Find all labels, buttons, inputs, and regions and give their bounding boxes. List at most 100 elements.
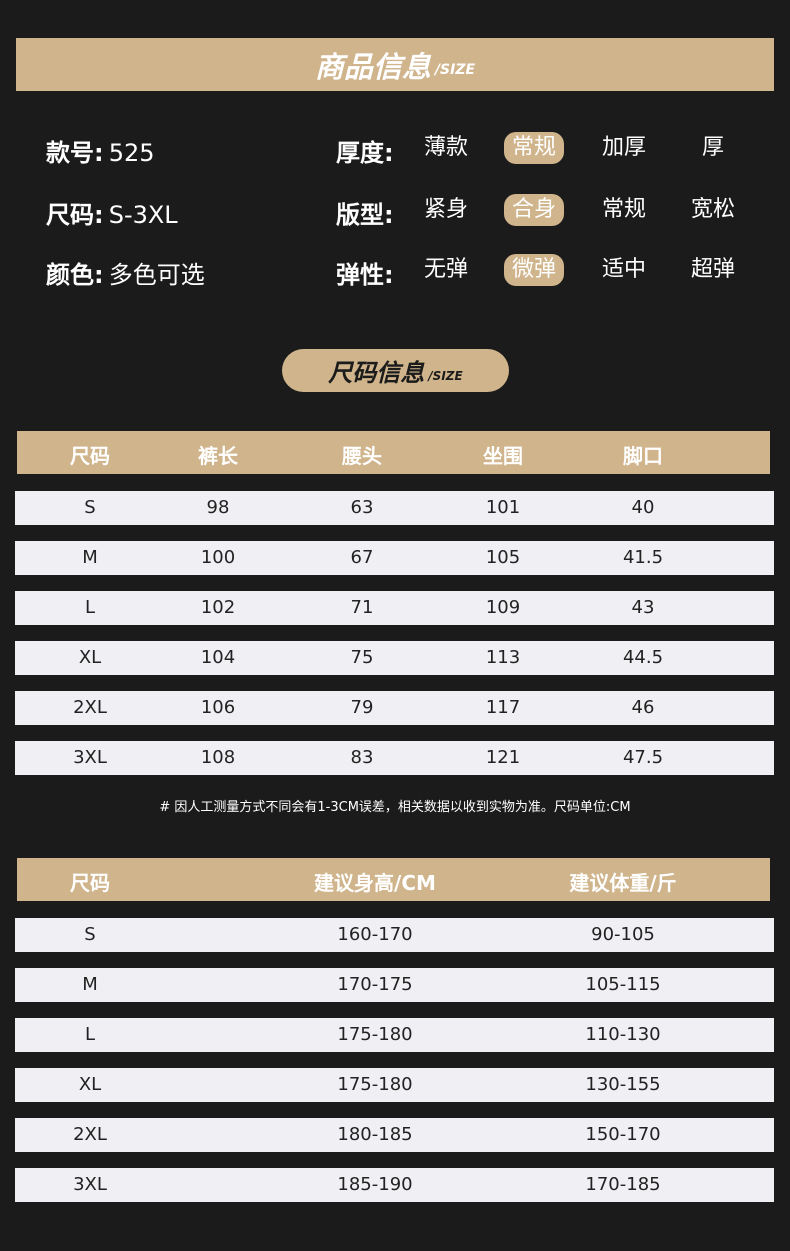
table-cell: XL (78, 647, 102, 668)
attr-option: 无弹 (423, 257, 468, 282)
table-cell: 47.5 (622, 747, 664, 768)
table-cell: 105-115 (585, 974, 661, 995)
attr-option: 超弹 (690, 257, 735, 282)
table-cell: 98 (206, 497, 230, 518)
table-row: XL 175-180 130-155 (15, 1068, 774, 1102)
column-header: 脚口 (623, 444, 663, 468)
table-cell: 3XL (73, 747, 107, 768)
size-info-pill: 尺码信息 /SIZE (282, 349, 509, 392)
table-cell: 44.5 (622, 647, 664, 668)
table-cell: 110-130 (585, 1024, 661, 1045)
table-cell: 175-180 (337, 1074, 413, 1095)
product-info-banner: 商品信息 /SIZE (16, 38, 774, 91)
table-cell: M (82, 974, 98, 995)
attr-label: 厚度: (336, 139, 394, 167)
table-cell: 71 (350, 597, 374, 618)
table-cell: 170-175 (337, 974, 413, 995)
table-row: 2XL 180-185 150-170 (15, 1118, 774, 1152)
table-row: L 102 71 109 43 (15, 591, 774, 625)
size-label: 尺码: (46, 201, 104, 229)
column-header: 坐围 (483, 444, 523, 468)
column-header: 建议身高/CM (314, 871, 436, 895)
table-row: 3XL 185-190 170-185 (15, 1168, 774, 1202)
size-value: S-3XL (108, 201, 178, 229)
size-info-subtitle: /SIZE (428, 368, 463, 383)
attr-option: 适中 (601, 257, 646, 282)
table-cell: 41.5 (622, 547, 664, 568)
table-cell: 109 (485, 597, 521, 618)
table-cell: L (84, 597, 96, 618)
table-row: 3XL 108 83 121 47.5 (15, 741, 774, 775)
table-row: XL 104 75 113 44.5 (15, 641, 774, 675)
banner-title: 商品信息 (314, 49, 431, 84)
table-cell: 2XL (73, 1124, 107, 1145)
color-label: 颜色: (46, 261, 104, 289)
table-cell: 180-185 (337, 1124, 413, 1145)
table-cell: 43 (631, 597, 655, 618)
table-cell: 104 (200, 647, 236, 668)
table-cell: 150-170 (585, 1124, 661, 1145)
table-cell: 100 (200, 547, 236, 568)
table-header: 尺码 建议身高/CM 建议体重/斤 (17, 858, 770, 901)
table-row: 2XL 106 79 117 46 (15, 691, 774, 725)
column-header: 建议体重/斤 (569, 871, 677, 895)
table-header: 尺码 裤长 腰头 坐围 脚口 (17, 431, 770, 474)
color-info: 颜色: 多色可选 (46, 255, 205, 290)
table-cell: 121 (485, 747, 521, 768)
table-row: M 100 67 105 41.5 (15, 541, 774, 575)
table-cell: 106 (200, 697, 236, 718)
attr-option-selected: 合身 (504, 194, 564, 226)
column-header: 腰头 (342, 444, 382, 468)
column-header: 裤长 (198, 444, 238, 468)
table-cell: 75 (350, 647, 374, 668)
column-header: 尺码 (70, 871, 110, 895)
table-cell: 102 (200, 597, 236, 618)
attr-option: 薄款 (423, 135, 468, 160)
table-cell: 79 (350, 697, 374, 718)
column-header: 尺码 (70, 444, 110, 468)
attr-option-selected: 微弹 (504, 254, 564, 286)
attr-option: 加厚 (601, 135, 646, 160)
table-cell: 67 (350, 547, 374, 568)
table-cell: S (84, 497, 96, 518)
attr-option: 常规 (601, 197, 646, 222)
banner-subtitle: /SIZE (434, 61, 476, 78)
table-cell: 160-170 (337, 924, 413, 945)
measurement-note: # 因人工测量方式不同会有1-3CM误差，相关数据以收到实物为准。尺码单位:CM (159, 800, 631, 815)
attr-label: 弹性: (336, 261, 394, 289)
attr-option: 宽松 (690, 197, 735, 222)
table-cell: 63 (350, 497, 374, 518)
size-range: 尺码: S-3XL (46, 195, 178, 230)
table-cell: 185-190 (337, 1174, 413, 1195)
attr-option-selected: 常规 (504, 132, 564, 164)
style-number: 款号: 525 (46, 133, 155, 168)
table-row: S 160-170 90-105 (15, 918, 774, 952)
table-cell: 83 (350, 747, 374, 768)
style-label: 款号: (46, 139, 104, 167)
table-cell: 90-105 (591, 924, 655, 945)
table-cell: 105 (485, 547, 521, 568)
table-row: S 98 63 101 40 (15, 491, 774, 525)
table-cell: 101 (485, 497, 521, 518)
table-cell: 40 (631, 497, 655, 518)
table-cell: L (84, 1024, 96, 1045)
table-cell: 117 (485, 697, 521, 718)
style-value: 525 (108, 139, 155, 167)
table-row: M 170-175 105-115 (15, 968, 774, 1002)
table-row: L 175-180 110-130 (15, 1018, 774, 1052)
table-cell: 170-185 (585, 1174, 661, 1195)
table-cell: 46 (631, 697, 655, 718)
table-cell: 2XL (73, 697, 107, 718)
size-info-title: 尺码信息 (328, 359, 425, 387)
attr-option: 厚 (701, 135, 724, 160)
table-cell: 3XL (73, 1174, 107, 1195)
table-cell: 175-180 (337, 1024, 413, 1045)
table-cell: 108 (200, 747, 236, 768)
table-cell: 130-155 (585, 1074, 661, 1095)
table-cell: S (84, 924, 96, 945)
attr-option: 紧身 (423, 197, 468, 222)
attr-label: 版型: (336, 201, 394, 229)
table-cell: 113 (485, 647, 521, 668)
table-cell: XL (78, 1074, 102, 1095)
color-value: 多色可选 (108, 261, 205, 289)
